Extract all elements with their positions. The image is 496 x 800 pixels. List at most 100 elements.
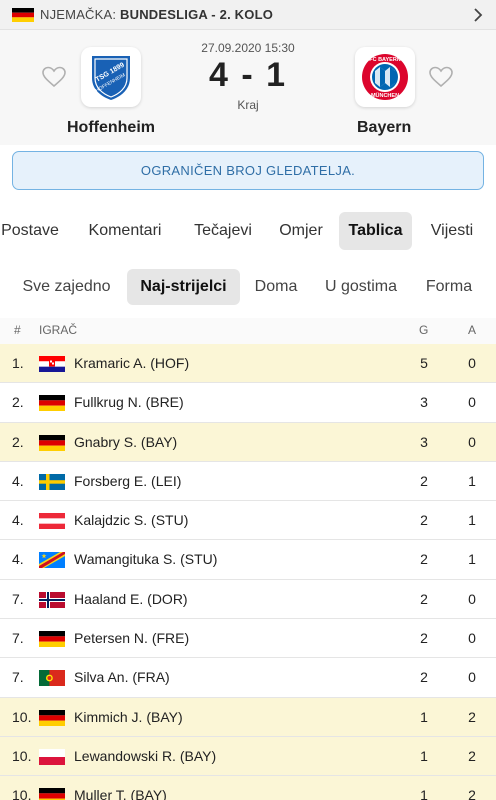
header-rank: # xyxy=(14,323,21,337)
match-datetime: 27.09.2020 15:30 xyxy=(201,41,295,55)
row-assists: 0 xyxy=(468,394,476,411)
row-assists: 1 xyxy=(468,472,476,489)
tab-postave[interactable]: Postave xyxy=(1,222,59,239)
row-goals: 2 xyxy=(420,630,428,647)
germany-flag-icon xyxy=(39,631,65,648)
row-assists: 0 xyxy=(468,630,476,647)
header-goals: G xyxy=(419,323,429,337)
row-player-name[interactable]: Kimmich J. (BAY) xyxy=(74,708,183,725)
table-row[interactable]: 7. Silva An. (FRA) 2 0 xyxy=(0,658,496,698)
row-player-name[interactable]: Haaland E. (DOR) xyxy=(74,590,188,607)
chevron-right-icon[interactable] xyxy=(472,7,484,23)
row-player-name[interactable]: Forsberg E. (LEI) xyxy=(74,472,182,489)
bayern-crest-icon: FC BAYERN MÜNCHEN xyxy=(362,54,408,100)
table-row[interactable]: 2. Gnabry S. (BAY) 3 0 xyxy=(0,422,496,462)
row-player-name[interactable]: Petersen N. (FRE) xyxy=(74,630,190,647)
main-tabs: Postave Komentari Tečajevi Omjer Tablica… xyxy=(0,212,496,250)
germany-flag-icon xyxy=(39,788,65,800)
tab-komentari[interactable]: Komentari xyxy=(88,222,162,239)
table-row[interactable]: 10. Muller T. (BAY) 1 2 xyxy=(0,776,496,800)
header-player: IGRAČ xyxy=(39,323,78,337)
tab-tecajevi[interactable]: Tečajevi xyxy=(194,222,252,239)
svg-text:MÜNCHEN: MÜNCHEN xyxy=(371,92,399,99)
svg-text:FC BAYERN: FC BAYERN xyxy=(369,57,401,63)
row-assists: 1 xyxy=(468,551,476,568)
favorite-home-heart-icon[interactable] xyxy=(41,65,67,89)
subtab-sve-zajedno[interactable]: Sve zajedno xyxy=(22,278,111,295)
germany-flag-icon xyxy=(39,709,65,726)
row-goals: 3 xyxy=(420,433,428,450)
league-competition: BUNDESLIGA - 2. KOLO xyxy=(120,7,274,22)
row-player-name[interactable]: Kramaric A. (HOF) xyxy=(74,355,190,371)
norway-flag-icon xyxy=(39,591,65,608)
row-rank: 1. xyxy=(12,355,24,371)
dr-congo-flag-icon xyxy=(39,552,65,569)
row-player-name[interactable]: Kalajdzic S. (STU) xyxy=(74,512,189,529)
row-assists: 0 xyxy=(468,669,476,686)
austria-flag-icon xyxy=(39,513,65,530)
favorite-away-heart-icon[interactable] xyxy=(428,65,454,89)
row-player-name[interactable]: Gnabry S. (BAY) xyxy=(74,433,178,450)
row-goals: 1 xyxy=(420,747,428,764)
row-rank: 10. xyxy=(12,787,32,800)
table-row[interactable]: 2. Fullkrug N. (BRE) 3 0 xyxy=(0,383,496,423)
row-rank: 4. xyxy=(12,512,24,529)
row-player-name[interactable]: Lewandowski R. (BAY) xyxy=(74,747,217,764)
poland-flag-icon xyxy=(39,748,65,765)
row-player-name[interactable]: Wamangituka S. (STU) xyxy=(74,551,218,568)
tab-vijesti[interactable]: Vijesti xyxy=(430,222,474,239)
row-goals: 2 xyxy=(420,669,428,686)
home-team-logo[interactable]: TSG 1899 HOFFENHEIM xyxy=(81,47,141,107)
row-player-name[interactable]: Silva An. (FRA) xyxy=(74,669,170,686)
row-goals: 2 xyxy=(420,590,428,607)
row-goals: 5 xyxy=(420,355,428,371)
portugal-flag-icon xyxy=(39,670,65,687)
table-row[interactable]: 7. Petersen N. (FRE) 2 0 xyxy=(0,619,496,659)
home-team-name[interactable]: Hoffenheim xyxy=(67,119,155,136)
match-score: 4 - 1 xyxy=(208,56,288,94)
subtab-forma[interactable]: Forma xyxy=(425,278,473,295)
sweden-flag-icon xyxy=(39,473,65,490)
row-rank: 4. xyxy=(12,472,24,489)
row-assists: 1 xyxy=(468,512,476,529)
germany-flag-icon xyxy=(12,8,34,22)
subtab-doma[interactable]: Doma xyxy=(254,278,298,295)
table-row[interactable]: 10. Kimmich J. (BAY) 1 2 xyxy=(0,697,496,737)
row-rank: 7. xyxy=(12,669,24,686)
league-title: NJEMAČKA: BUNDESLIGA - 2. KOLO xyxy=(40,7,273,22)
table-row[interactable]: 4. Forsberg E. (LEI) 2 1 xyxy=(0,461,496,502)
away-team-logo[interactable]: FC BAYERN MÜNCHEN xyxy=(355,47,415,107)
row-rank: 10. xyxy=(12,747,32,764)
row-assists: 0 xyxy=(468,433,476,450)
tab-omjer[interactable]: Omjer xyxy=(279,222,323,239)
row-assists: 2 xyxy=(468,747,476,764)
league-bar[interactable]: NJEMAČKA: BUNDESLIGA - 2. KOLO xyxy=(0,0,496,30)
table-row[interactable]: 4. Kalajdzic S. (STU) 2 1 xyxy=(0,501,496,541)
table-subtabs: Sve zajedno Naj-strijelci Doma U gostima… xyxy=(0,269,496,305)
header-assists: A xyxy=(468,323,477,337)
tab-tablica[interactable]: Tablica xyxy=(339,212,412,250)
row-goals: 1 xyxy=(420,708,428,725)
table-row[interactable]: 10. Lewandowski R. (BAY) 1 2 xyxy=(0,736,496,777)
subtab-u-gostima[interactable]: U gostima xyxy=(324,278,398,295)
match-status: Kraj xyxy=(237,98,259,112)
row-assists: 0 xyxy=(468,355,476,371)
hoffenheim-crest-icon: TSG 1899 HOFFENHEIM xyxy=(92,56,130,100)
row-player-name[interactable]: Muller T. (BAY) xyxy=(74,787,167,800)
row-goals: 3 xyxy=(420,394,428,411)
table-row[interactable]: 7. Haaland E. (DOR) 2 0 xyxy=(0,579,496,620)
table-row[interactable]: 1. Kramaric A. (HOF) 5 0 xyxy=(0,344,496,384)
row-rank: 7. xyxy=(12,590,24,607)
scorers-table: 1. Kramaric A. (HOF) 5 0 2. Fullkrug N. (BRE)… xyxy=(0,344,496,800)
league-country: NJEMAČKA: xyxy=(40,7,117,22)
info-notice: OGRANIČEN BROJ GLEDATELJA. xyxy=(12,151,484,190)
row-assists: 2 xyxy=(468,708,476,725)
row-goals: 2 xyxy=(420,472,428,489)
germany-flag-icon xyxy=(39,395,65,412)
away-team-name[interactable]: Bayern xyxy=(357,119,412,136)
row-rank: 2. xyxy=(12,433,24,450)
table-row[interactable]: 4. Wamangituka S. (STU) 2 1 xyxy=(0,540,496,580)
row-rank: 4. xyxy=(12,551,24,568)
subtab-naj-strijelci[interactable]: Naj-strijelci xyxy=(127,269,240,305)
row-player-name[interactable]: Fullkrug N. (BRE) xyxy=(74,394,184,411)
